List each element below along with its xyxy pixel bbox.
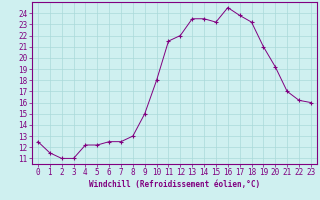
X-axis label: Windchill (Refroidissement éolien,°C): Windchill (Refroidissement éolien,°C): [89, 180, 260, 189]
